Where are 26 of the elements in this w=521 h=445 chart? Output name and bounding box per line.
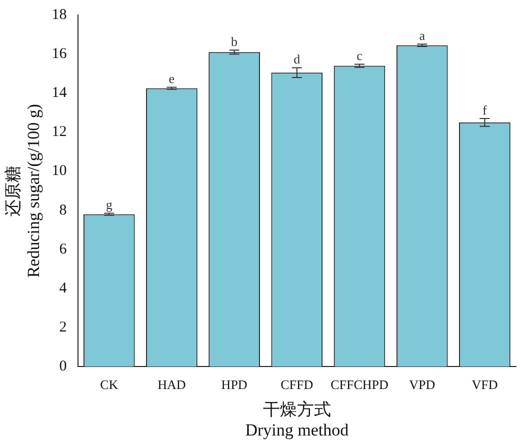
y-tick-label: 10 bbox=[52, 163, 67, 180]
y-tick-label: 16 bbox=[52, 46, 68, 62]
y-tick-label: 18 bbox=[52, 6, 67, 23]
y-tick-label: 4 bbox=[59, 280, 68, 296]
x-tick-label: CFFD bbox=[280, 376, 314, 392]
y-tick-label: 12 bbox=[52, 124, 67, 140]
annotation: c bbox=[356, 48, 363, 64]
x-tick-label: VFD bbox=[472, 376, 498, 392]
x-tick-label: CK bbox=[100, 376, 119, 392]
x-axis-title: 干燥方式 Drying method bbox=[245, 400, 350, 440]
annotation: e bbox=[168, 71, 175, 86]
y-axis-title: 还原糖 Reducing sugar/(g/100 g) bbox=[4, 104, 44, 278]
y-tick-label: 14 bbox=[52, 85, 68, 102]
y-tick-label: 2 bbox=[59, 319, 67, 336]
y-tick-label: 0 bbox=[59, 358, 67, 375]
annotation: d bbox=[294, 52, 301, 67]
x-tick-label: HAD bbox=[158, 376, 186, 392]
annotation: b bbox=[231, 34, 238, 50]
x-tick-label: HPD bbox=[221, 376, 248, 392]
y-tick-label: 6 bbox=[59, 241, 68, 258]
annotation: f bbox=[482, 102, 488, 118]
y-tick-label: 8 bbox=[59, 202, 67, 218]
annotation: g bbox=[106, 197, 113, 212]
annotation: a bbox=[419, 28, 426, 44]
x-tick-label: CFFCHPD bbox=[330, 376, 388, 392]
x-tick-label: VPD bbox=[409, 376, 436, 392]
